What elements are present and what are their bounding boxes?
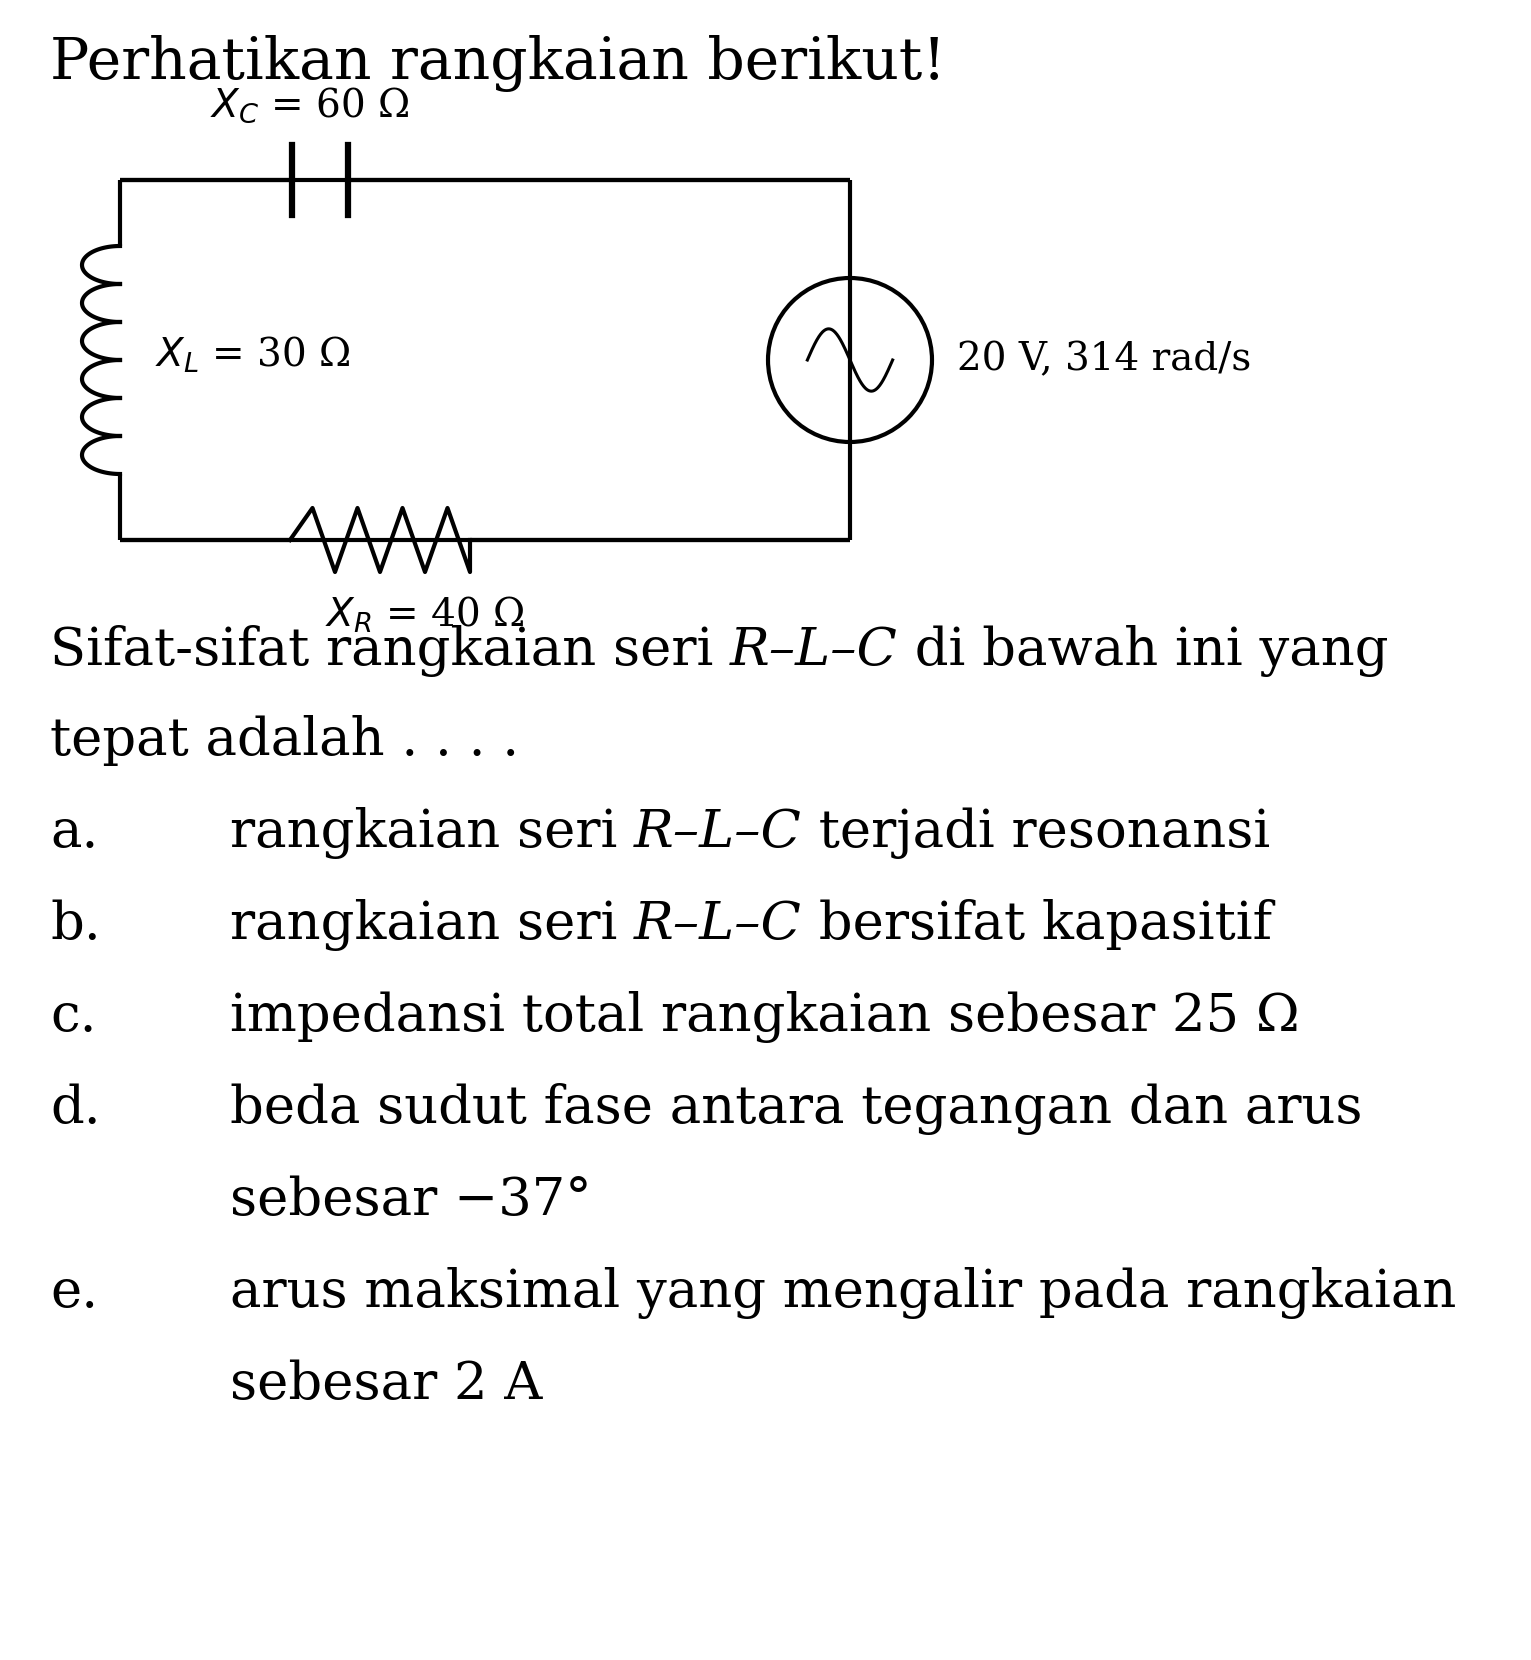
Text: b.: b. xyxy=(51,900,101,950)
Text: R–L–C: R–L–C xyxy=(634,900,802,950)
Text: di bawah ini yang: di bawah ini yang xyxy=(899,626,1389,677)
Text: sebesar −37°: sebesar −37° xyxy=(230,1175,591,1227)
Text: arus maksimal yang mengalir pada rangkaian: arus maksimal yang mengalir pada rangkai… xyxy=(230,1267,1456,1320)
Text: terjadi resonansi: terjadi resonansi xyxy=(802,807,1271,858)
Text: a.: a. xyxy=(51,807,98,858)
Text: R–L–C: R–L–C xyxy=(730,626,899,676)
Text: $X_R$ = 40 Ω: $X_R$ = 40 Ω xyxy=(325,594,524,636)
Text: rangkaian seri: rangkaian seri xyxy=(230,807,634,858)
Text: c.: c. xyxy=(51,991,96,1042)
Text: R–L–C: R–L–C xyxy=(634,807,802,858)
Text: $X_C$ = 60 Ω: $X_C$ = 60 Ω xyxy=(210,85,409,124)
Text: Sifat-sifat rangkaian seri: Sifat-sifat rangkaian seri xyxy=(51,626,730,677)
Text: tepat adalah . . . .: tepat adalah . . . . xyxy=(51,715,519,765)
Text: impedansi total rangkaian sebesar 25 Ω: impedansi total rangkaian sebesar 25 Ω xyxy=(230,991,1300,1042)
Text: $X_L$ = 30 Ω: $X_L$ = 30 Ω xyxy=(155,335,351,375)
Text: 20 V, 314 rad/s: 20 V, 314 rad/s xyxy=(957,342,1251,378)
Text: rangkaian seri: rangkaian seri xyxy=(230,900,634,951)
Text: d.: d. xyxy=(51,1082,101,1134)
Text: beda sudut fase antara tegangan dan arus: beda sudut fase antara tegangan dan arus xyxy=(230,1082,1363,1135)
Text: sebesar 2 A: sebesar 2 A xyxy=(230,1360,542,1409)
Text: e.: e. xyxy=(51,1267,98,1318)
Text: bersifat kapasitif: bersifat kapasitif xyxy=(802,900,1272,950)
Text: Perhatikan rangkaian berikut!: Perhatikan rangkaian berikut! xyxy=(51,35,946,91)
